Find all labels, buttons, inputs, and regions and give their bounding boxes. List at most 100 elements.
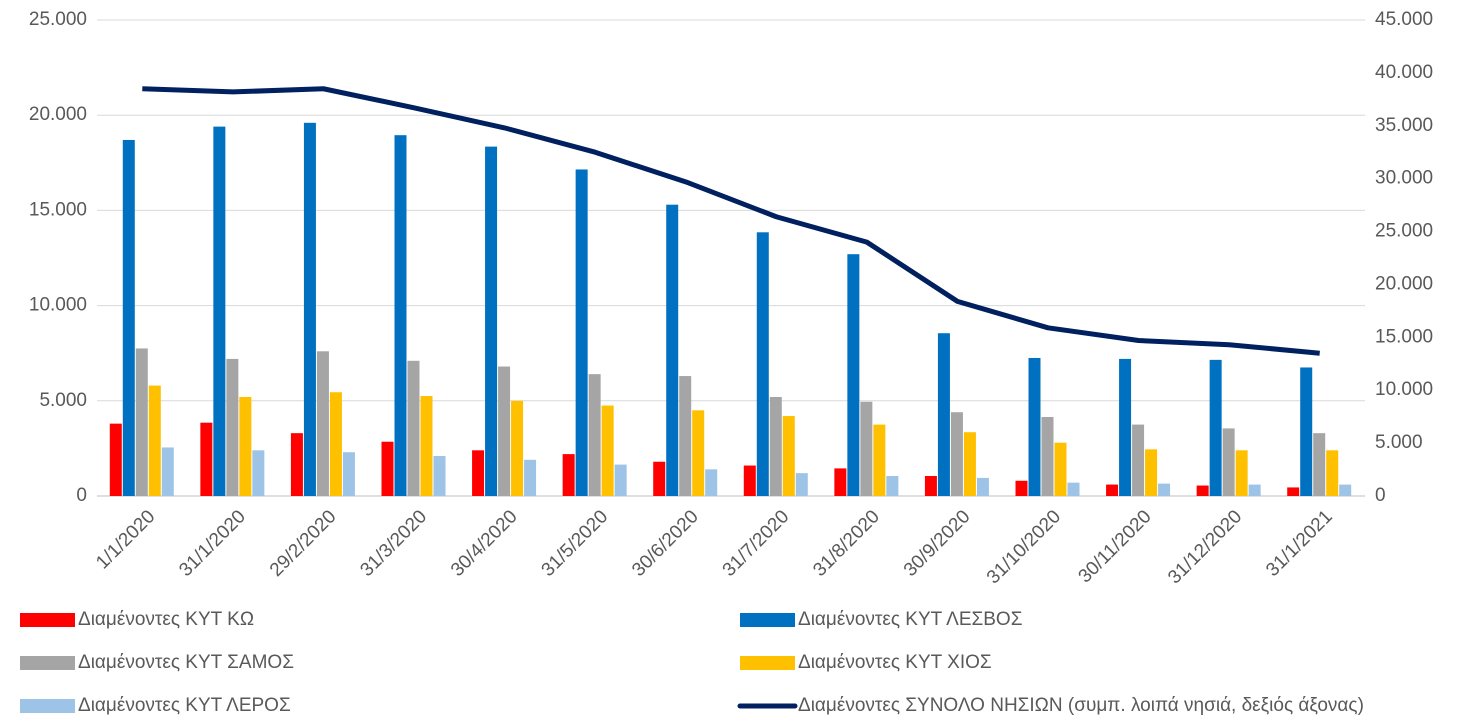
bar [1067,482,1080,496]
bar [1235,450,1248,496]
bar [433,456,446,496]
x-tick-label: 29/2/2020 [266,506,341,581]
y2-tick-label: 20.000 [1375,273,1433,294]
bar [692,410,705,496]
x-tick-label: 31/10/2020 [983,506,1065,588]
bar [1300,367,1313,496]
y2-tick-label: 40.000 [1375,62,1433,83]
bar [420,396,433,496]
legend-swatch [20,656,75,670]
y2-tick-label: 15.000 [1375,326,1433,347]
x-tick-label: 31/12/2020 [1164,506,1246,588]
bar [924,476,937,496]
y-tick-label: 20.000 [29,104,87,125]
bar [148,385,161,496]
bar [161,447,174,496]
x-tick-label: 31/5/2020 [538,506,613,581]
bar [511,400,524,496]
bar [1196,485,1209,496]
y-tick-label: 15.000 [29,199,87,220]
bar [588,374,601,496]
bar [1106,484,1119,496]
bar [329,392,342,496]
legend-swatch [20,613,75,627]
y2-tick-label: 0 [1375,485,1386,506]
bar [135,348,148,496]
bar [381,441,394,496]
bar [873,424,886,496]
bar [1028,357,1041,496]
legend-label: Διαμένοντες ΣΥΝΟΛΟ ΝΗΣΙΩΝ (συμπ. λοιπά ν… [798,695,1364,716]
bar [213,126,226,497]
bar [303,122,316,496]
x-tick-label: 31/8/2020 [809,506,884,581]
bar [782,416,795,496]
bar [614,464,627,496]
bar [653,461,666,496]
line [142,86,1320,356]
bar [963,432,976,496]
bar [239,396,252,496]
bar [394,135,407,496]
bar [601,405,614,496]
bar [756,232,769,496]
y2-tick-label: 5.000 [1375,432,1423,453]
bar [950,412,963,496]
bar [1145,449,1158,496]
bar [847,254,860,496]
y2-tick-label: 25.000 [1375,221,1433,242]
y2-tick-label: 30.000 [1375,168,1433,189]
bar [1326,450,1339,496]
bar [575,169,588,497]
legend-label: Διαμένοντες ΚΥΤ ΣΑΜΟΣ [78,652,294,673]
y2-tick-label: 35.000 [1375,115,1433,136]
bar [1158,483,1171,496]
y-tick-label: 10.000 [29,295,87,316]
bar [937,333,950,496]
bar [1119,358,1132,496]
bar [1339,484,1352,496]
bar [666,204,679,497]
bar [200,422,213,496]
bar [1041,416,1054,496]
bar [1287,487,1300,496]
bar [860,401,873,496]
bar [342,452,355,496]
bar [834,468,847,496]
x-tick-label: 31/3/2020 [356,506,431,581]
bar [290,433,303,496]
legend-label: Διαμένοντες ΚΥΤ ΛΕΣΒΟΣ [798,609,1022,630]
x-tick-label: 30/11/2020 [1075,506,1156,587]
x-tick-label: 1/1/2020 [92,506,159,573]
bar [1222,428,1235,496]
bar [886,476,899,496]
y2-tick-label: 10.000 [1375,379,1433,400]
y-tick-label: 5.000 [39,390,87,411]
legend-swatch [740,656,795,670]
bar [795,473,808,496]
x-tick-label: 30/6/2020 [628,506,703,581]
y-tick-label: 25.000 [29,9,87,30]
legend-swatch [20,699,75,713]
x-tick-label: 31/1/2021 [1262,506,1337,581]
bar [1132,424,1145,496]
bar [407,360,420,496]
bar [769,396,782,496]
bar [226,358,239,496]
y-tick-label: 0 [76,485,87,506]
bar [1054,442,1067,496]
bar [122,139,135,496]
bar [109,423,122,496]
bar [1248,484,1261,496]
bar [976,477,989,496]
x-tick-label: 31/1/2020 [175,506,250,581]
legend-label: Διαμένοντες ΚΥΤ ΛΕΡΟΣ [78,695,291,716]
bar [705,469,718,496]
x-tick-label: 30/9/2020 [900,506,975,581]
bar [1313,433,1326,496]
y2-tick-label: 45.000 [1375,9,1433,30]
x-tick-label: 31/7/2020 [719,506,794,581]
bar [743,465,756,496]
bar [524,459,537,496]
